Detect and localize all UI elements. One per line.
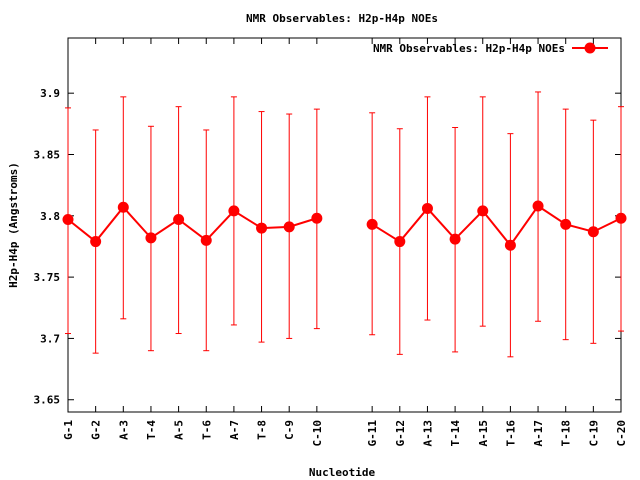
y-tick-label: 3.85 bbox=[34, 148, 61, 161]
y-axis-ticks: 3.65 3.7 3.75 3.8 3.85 3.9 bbox=[34, 87, 621, 407]
y-tick-label: 3.65 bbox=[34, 394, 61, 407]
x-tick-label: A-5 bbox=[173, 420, 186, 440]
data-point bbox=[504, 239, 516, 251]
x-axis-label: Nucleotide bbox=[309, 466, 376, 479]
data-point bbox=[560, 218, 572, 230]
data-point bbox=[90, 236, 102, 248]
x-tick-label: C-10 bbox=[311, 420, 324, 447]
series-layer bbox=[62, 91, 627, 358]
x-tick-label: C-19 bbox=[587, 420, 600, 447]
x-tick-label: T-4 bbox=[145, 420, 158, 440]
legend-label: NMR Observables: H2p-H4p NOEs bbox=[373, 42, 565, 55]
x-tick-label: A-7 bbox=[228, 420, 241, 440]
x-tick-label: A-13 bbox=[421, 420, 434, 447]
data-point bbox=[311, 212, 323, 224]
data-point bbox=[394, 236, 406, 248]
data-point bbox=[283, 221, 295, 233]
y-tick-label: 3.75 bbox=[34, 271, 61, 284]
data-point bbox=[421, 202, 433, 214]
x-tick-label: G-12 bbox=[394, 420, 407, 447]
data-point bbox=[228, 205, 240, 217]
x-tick-label: A-17 bbox=[532, 420, 545, 447]
legend: NMR Observables: H2p-H4p NOEs bbox=[373, 42, 608, 55]
x-tick-label: A-15 bbox=[477, 420, 490, 447]
data-point bbox=[449, 233, 461, 245]
x-tick-label: G-11 bbox=[366, 420, 379, 447]
data-point bbox=[587, 226, 599, 238]
data-point bbox=[173, 213, 185, 225]
data-point bbox=[145, 232, 157, 244]
data-point bbox=[366, 218, 378, 230]
data-point bbox=[615, 212, 627, 224]
x-tick-label: C-9 bbox=[283, 420, 296, 440]
series-line bbox=[371, 204, 622, 247]
data-point bbox=[200, 234, 212, 246]
x-tick-label: T-6 bbox=[200, 420, 213, 440]
y-axis-label: H2p-H4p (Angstroms) bbox=[7, 162, 20, 288]
data-point bbox=[532, 200, 544, 212]
x-tick-label: A-3 bbox=[117, 420, 130, 440]
data-point bbox=[256, 222, 268, 234]
x-axis-ticks: G-1 G-2 A-3 T-4 A-5 T-6 A-7 T-8 C-9 C-10 G-11 G-12 A… bbox=[62, 38, 628, 447]
x-tick-label: T-8 bbox=[256, 420, 269, 440]
data-point bbox=[117, 201, 129, 213]
legend-marker bbox=[584, 42, 596, 54]
data-point bbox=[62, 213, 74, 225]
series-line bbox=[67, 205, 318, 243]
y-tick-label: 3.8 bbox=[40, 210, 60, 223]
y-tick-label: 3.9 bbox=[40, 87, 60, 100]
x-tick-label: G-2 bbox=[90, 420, 103, 440]
y-tick-label: 3.7 bbox=[40, 332, 60, 345]
x-tick-label: G-1 bbox=[62, 420, 75, 440]
chart-title: NMR Observables: H2p-H4p NOEs bbox=[246, 12, 438, 25]
x-tick-label: T-16 bbox=[504, 420, 517, 447]
x-tick-label: T-18 bbox=[560, 420, 573, 447]
x-tick-label: T-14 bbox=[449, 420, 462, 447]
x-tick-label: C-20 bbox=[615, 420, 628, 447]
data-point bbox=[477, 205, 489, 217]
